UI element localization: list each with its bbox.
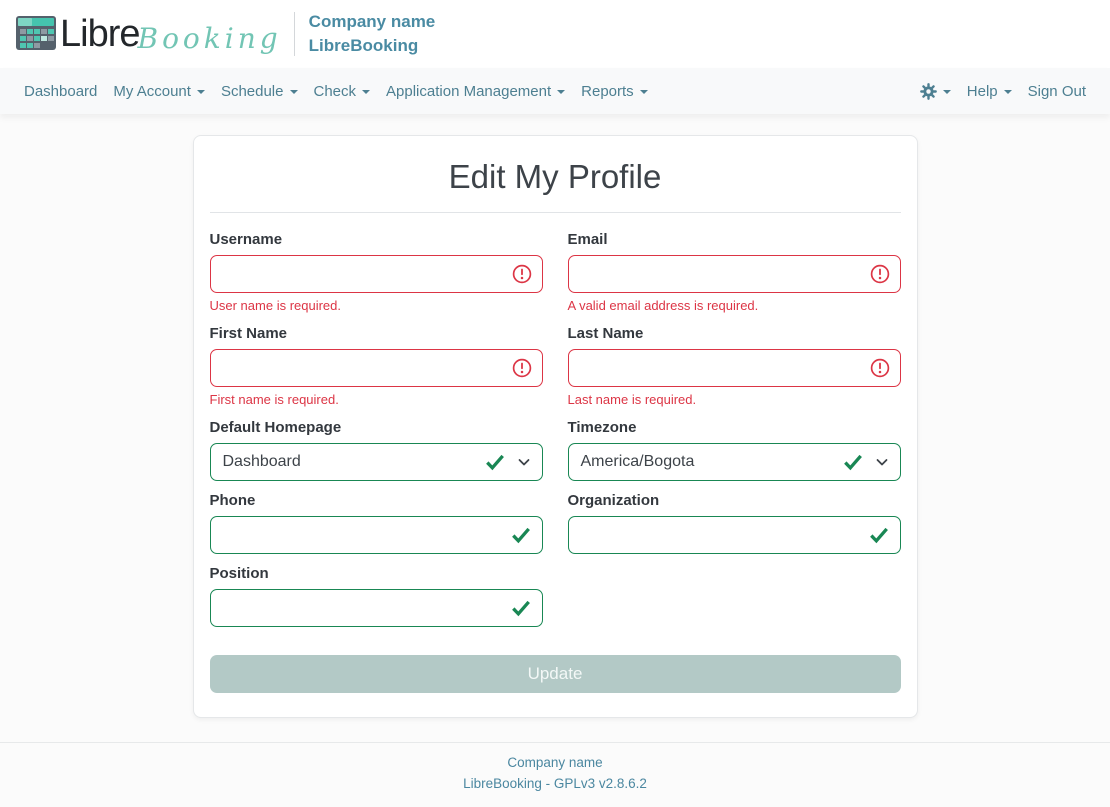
caret-down-icon [942, 90, 951, 94]
nav-item-label: Check [313, 82, 357, 100]
field-timezone: Timezone America/Bogota [567, 419, 901, 481]
username-label: Username [209, 231, 283, 248]
librebooking-logo[interactable]: Libre Booking [16, 13, 282, 56]
selected-value: Dashboard [222, 453, 301, 470]
nav-item-check[interactable]: Check [306, 75, 379, 108]
caret-down-icon [1003, 90, 1012, 94]
field-default-homepage: Default Homepage Dashboard [209, 419, 543, 481]
nav-item-label: Help [966, 82, 998, 100]
nav-item-application-management[interactable]: Application Management [378, 75, 573, 108]
email-label: Email [567, 231, 608, 248]
organization-input[interactable] [567, 516, 901, 554]
first-name-label: First Name [209, 325, 288, 342]
position-label: Position [209, 565, 269, 582]
field-last-name: Last Name Last name is required. [567, 325, 901, 408]
settings-menu[interactable] [912, 75, 959, 108]
nav-left: Dashboard My Account Schedule Check Appl… [16, 75, 656, 108]
field-position: Position [209, 565, 543, 627]
field-first-name: First Name First name is required. [209, 325, 543, 408]
nav-item-help[interactable]: Help [959, 75, 1020, 108]
header-divider [293, 12, 295, 56]
first-name-error: First name is required. [209, 392, 339, 407]
update-button[interactable]: Update [209, 655, 901, 693]
nav-right: Help Sign Out [912, 75, 1094, 108]
title-divider [209, 212, 901, 213]
organization-label: Organization [567, 492, 660, 509]
chevron-down-icon [874, 454, 890, 470]
phone-label: Phone [209, 492, 256, 509]
caret-down-icon [639, 90, 648, 94]
footer-company-name: Company name [507, 755, 603, 770]
nav-item-label: My Account [113, 82, 191, 100]
last-name-label: Last Name [567, 325, 644, 342]
gear-icon [919, 82, 937, 100]
first-name-input[interactable] [209, 349, 543, 387]
app-header: Libre Booking Company name LibreBooking [0, 0, 1110, 68]
nav-item-dashboard[interactable]: Dashboard [16, 75, 105, 108]
field-phone: Phone [209, 492, 543, 554]
username-error: User name is required. [209, 298, 342, 313]
email-error: A valid email address is required. [567, 298, 759, 313]
main-content: Edit My Profile Username User name i [0, 114, 1110, 742]
selected-value: America/Bogota [580, 453, 695, 470]
last-name-input[interactable] [567, 349, 901, 387]
default-homepage-label: Default Homepage [209, 419, 342, 436]
nav-item-label: Schedule [220, 82, 284, 100]
logo-text-booking: Booking [137, 21, 282, 55]
field-organization: Organization [567, 492, 901, 554]
nav-item-label: Reports [581, 82, 634, 100]
nav-item-sign-out[interactable]: Sign Out [1020, 75, 1094, 108]
main-navbar: Dashboard My Account Schedule Check Appl… [0, 68, 1110, 114]
field-username: Username User name is required. [209, 231, 543, 314]
nav-item-schedule[interactable]: Schedule [213, 75, 306, 108]
nav-item-label: Dashboard [24, 82, 98, 100]
caret-down-icon [362, 90, 371, 94]
last-name-error: Last name is required. [567, 392, 697, 407]
nav-item-my-account[interactable]: My Account [105, 75, 213, 108]
chevron-down-icon [516, 454, 532, 470]
check-icon [842, 451, 864, 473]
username-input[interactable] [209, 255, 543, 293]
nav-item-reports[interactable]: Reports [573, 75, 656, 108]
calendar-logo-icon [16, 13, 56, 56]
edit-profile-card: Edit My Profile Username User name i [192, 135, 918, 718]
timezone-select[interactable]: America/Bogota [567, 443, 901, 481]
email-input[interactable] [567, 255, 901, 293]
nav-item-label: Application Management [386, 82, 552, 100]
caret-down-icon [557, 90, 566, 94]
caret-down-icon [289, 90, 298, 94]
app-name: LibreBooking [308, 36, 419, 55]
position-input[interactable] [209, 589, 543, 627]
caret-down-icon [196, 90, 205, 94]
logo-text-libre: Libre [60, 12, 140, 55]
timezone-label: Timezone [567, 419, 637, 436]
nav-item-label: Sign Out [1027, 82, 1086, 100]
company-name: Company name [308, 12, 436, 31]
company-title: Company name LibreBooking [309, 10, 436, 58]
page-footer: Company name LibreBooking - GPLv3 v2.8.6… [0, 742, 1110, 807]
footer-version: LibreBooking - GPLv3 v2.8.6.2 [463, 776, 647, 791]
phone-input[interactable] [209, 516, 543, 554]
profile-form: Username User name is required. Email [209, 231, 901, 638]
check-icon [484, 451, 506, 473]
empty-grid-cell [568, 565, 901, 638]
page-title: Edit My Profile [448, 158, 662, 195]
field-email: Email A valid email address is required. [567, 231, 901, 314]
default-homepage-select[interactable]: Dashboard [209, 443, 543, 481]
